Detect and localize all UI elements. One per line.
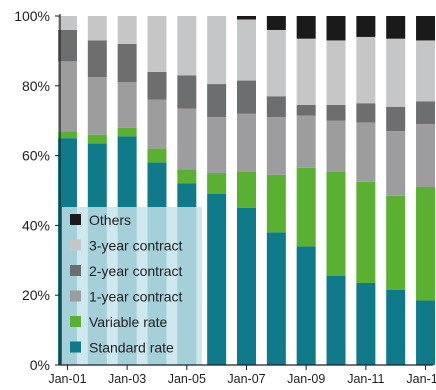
bar-segment-standard-rate-jan-08 [266, 232, 286, 365]
bar-segment-3-year-contract-jan-12 [386, 38, 406, 107]
bar-segment-others-jan-08 [266, 16, 286, 30]
bar-segment-1-year-contract-jan-02 [87, 77, 107, 135]
y-tick-label-1: 20% [22, 287, 50, 303]
bar-segment-1-year-contract-jan-10 [326, 120, 346, 172]
bar-segment-standard-rate-jan-11 [356, 282, 376, 365]
bar-segment-3-year-contract-jan-04 [147, 16, 167, 72]
legend-swatch-others [70, 214, 81, 225]
bar-segment-2-year-contract-jan-05 [177, 75, 197, 109]
bar-segment-1-year-contract-jan-01 [57, 61, 77, 132]
y-tick-label-5: 100% [14, 8, 50, 24]
bar-segment-1-year-contract-jan-04 [147, 99, 167, 149]
bar-segment-2-year-contract-jan-13 [416, 101, 436, 125]
legend-background [62, 207, 202, 365]
bar-segment-1-year-contract-jan-05 [177, 108, 197, 170]
legend: Others 3-year contract 2-year contract 1-ye… [62, 207, 202, 365]
bar-segment-2-year-contract-jan-12 [386, 106, 406, 132]
legend-label-others: Others [89, 212, 131, 228]
bar-segment-others-jan-11 [356, 16, 376, 37]
bar-segment-standard-rate-jan-13 [416, 300, 436, 365]
bar-segment-variable-rate-jan-06 [207, 173, 227, 194]
legend-label-3-year-contract: 3-year contract [89, 238, 182, 254]
bar-segment-2-year-contract-jan-02 [87, 40, 107, 78]
x-tick-label-6: Jan-13 [406, 372, 436, 385]
legend-label-2-year-contract: 2-year contract [89, 263, 182, 279]
legend-swatch-standard-rate [70, 341, 81, 353]
bar-segment-3-year-contract-jan-02 [87, 16, 107, 41]
bar-segment-standard-rate-jan-12 [386, 289, 406, 365]
axes: 0% 20% 40% 60% 80% 100% Jan-01 Jan-03 Jan-05 Jan-… [14, 8, 436, 386]
bar-segment-3-year-contract-jan-03 [117, 16, 137, 44]
bar-segment-others-jan-07 [237, 16, 256, 20]
bar-segment-variable-rate-jan-08 [266, 174, 286, 233]
bar-segment-1-year-contract-jan-12 [386, 131, 406, 196]
legend-label-standard-rate: Standard rate [89, 340, 174, 356]
bar-segment-1-year-contract-jan-13 [416, 124, 436, 188]
bar-segment-variable-rate-jan-07 [237, 171, 256, 208]
bar-segment-2-year-contract-jan-03 [117, 43, 137, 83]
bar-segment-others-jan-09 [296, 16, 316, 39]
legend-swatch-1-year-contract [70, 290, 81, 302]
bar-segment-3-year-contract-jan-05 [177, 16, 197, 76]
y-tick-label-0: 0% [30, 357, 50, 373]
bar-segment-3-year-contract-jan-07 [237, 19, 256, 81]
bar-segment-variable-rate-jan-02 [87, 134, 107, 144]
legend-swatch-3-year-contract [70, 239, 81, 251]
bar-segment-2-year-contract-jan-09 [296, 105, 316, 116]
bar-segment-2-year-contract-jan-10 [326, 105, 346, 121]
bar-segment-3-year-contract-jan-01 [57, 16, 77, 30]
bar-segment-variable-rate-jan-01 [57, 131, 77, 139]
bar-segment-others-jan-12 [386, 16, 406, 39]
legend-swatch-variable-rate [70, 316, 81, 327]
legend-label-variable-rate: Variable rate [89, 314, 168, 330]
bar-segment-variable-rate-jan-03 [117, 127, 137, 137]
bar-segment-variable-rate-jan-11 [356, 181, 376, 283]
bar-segment-2-year-contract-jan-11 [356, 103, 376, 123]
bar-segment-variable-rate-jan-12 [386, 195, 406, 290]
bar-segment-standard-rate-jan-06 [207, 193, 227, 365]
bar-segment-3-year-contract-jan-10 [326, 40, 346, 105]
legend-swatch-2-year-contract [70, 265, 81, 276]
y-tick-label-2: 40% [22, 217, 50, 233]
x-tick-label-4: Jan-09 [287, 372, 325, 385]
bar-segment-others-jan-13 [416, 16, 436, 41]
bar-segment-3-year-contract-jan-08 [266, 29, 286, 97]
x-tick-label-1: Jan-03 [108, 372, 146, 385]
bar-segment-1-year-contract-jan-07 [237, 113, 256, 172]
bar-segment-1-year-contract-jan-11 [356, 122, 376, 182]
bar-segment-3-year-contract-jan-06 [207, 16, 227, 85]
bar-segment-2-year-contract-jan-06 [207, 84, 227, 118]
x-tick-label-5: Jan-11 [347, 372, 384, 385]
bar-segment-2-year-contract-jan-01 [57, 29, 77, 62]
x-tick-label-2: Jan-05 [168, 372, 206, 385]
x-tick-label-0: Jan-01 [48, 372, 86, 385]
bar-segment-2-year-contract-jan-08 [266, 96, 286, 118]
bar-segment-standard-rate-jan-10 [326, 276, 346, 365]
bar-segment-variable-rate-jan-05 [177, 169, 197, 184]
bar-segment-1-year-contract-jan-06 [207, 117, 227, 174]
bar-segment-3-year-contract-jan-13 [416, 40, 436, 102]
bar-segment-3-year-contract-jan-09 [296, 38, 316, 105]
bar-segment-others-jan-10 [326, 16, 346, 41]
bar-segment-standard-rate-jan-09 [296, 246, 316, 365]
bar-segment-2-year-contract-jan-04 [147, 71, 167, 100]
bar-segment-variable-rate-jan-13 [416, 187, 436, 301]
y-tick-label-3: 60% [22, 148, 50, 164]
legend-label-1-year-contract: 1-year contract [89, 289, 182, 305]
bar-segment-1-year-contract-jan-09 [296, 115, 316, 168]
bar-segment-3-year-contract-jan-11 [356, 36, 376, 104]
bar-segment-standard-rate-jan-07 [237, 207, 256, 365]
x-tick-label-3: Jan-07 [227, 372, 265, 385]
bar-segment-variable-rate-jan-10 [326, 171, 346, 276]
y-tick-label-4: 80% [22, 78, 50, 94]
bar-segment-1-year-contract-jan-08 [266, 117, 286, 175]
bar-segment-variable-rate-jan-09 [296, 167, 316, 247]
bar-segment-2-year-contract-jan-07 [237, 80, 256, 114]
bar-segment-variable-rate-jan-04 [147, 148, 167, 163]
bar-segment-1-year-contract-jan-03 [117, 82, 137, 128]
